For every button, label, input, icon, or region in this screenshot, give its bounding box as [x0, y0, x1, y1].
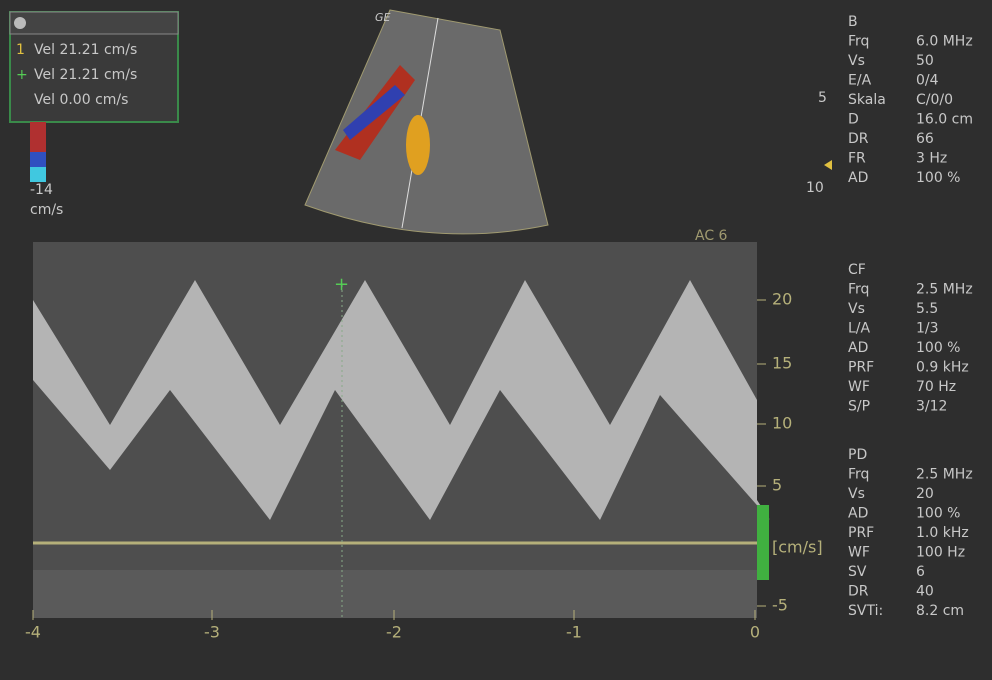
y-tick-label: -5: [772, 596, 788, 615]
param-value: C/0/0: [916, 92, 953, 108]
param-label: DR: [848, 131, 869, 147]
param-value: 3 Hz: [916, 151, 947, 167]
param-value: 40: [916, 584, 934, 600]
param-label: SV: [848, 564, 867, 580]
param-label: Vs: [848, 53, 865, 69]
param-label: WF: [848, 545, 870, 561]
param-label: AD: [848, 506, 868, 522]
param-label: L/A: [848, 321, 871, 337]
x-tick-label: -4: [25, 623, 41, 642]
param-label: PRF: [848, 360, 874, 376]
color-bar-cyan: [30, 167, 46, 182]
y-tick-label: 15: [772, 354, 792, 373]
param-value: 50: [916, 53, 934, 69]
param-value: 5.5: [916, 301, 938, 317]
param-value: 0.9 kHz: [916, 360, 969, 376]
param-label: Vs: [848, 486, 865, 502]
param-value: 70 Hz: [916, 379, 956, 395]
param-value: 8.2 cm: [916, 603, 964, 619]
measure-value: Vel 21.21 cm/s: [34, 42, 137, 58]
panel-title: PD: [848, 447, 867, 463]
color-bar-blue: [30, 152, 46, 167]
record-icon: [14, 17, 26, 29]
screen: -14 cm/s GE 5 10 AC 6 + [cm/s] 2015105-5…: [0, 0, 992, 680]
param-value: 6.0 MHz: [916, 34, 973, 50]
y-unit: [cm/s]: [772, 538, 823, 557]
param-label: S/P: [848, 399, 870, 415]
x-tick-label: 0: [750, 623, 760, 642]
measurements: 1 Vel 21.21 cm/s + Vel 21.21 cm/s Vel 0.00 c…: [16, 42, 137, 108]
y-tick-label: 20: [772, 290, 792, 309]
param-value: 100 Hz: [916, 545, 965, 561]
param-value: 2.5 MHz: [916, 282, 973, 298]
param-label: AD: [848, 340, 868, 356]
param-value: 0/4: [916, 73, 939, 89]
preset: AC 6: [695, 228, 728, 244]
color-scale-unit: cm/s: [30, 202, 63, 218]
x-tick-label: -3: [204, 623, 220, 642]
y-tick-label: 10: [772, 414, 792, 433]
param-value: 2.5 MHz: [916, 467, 973, 483]
param-value: 100 %: [916, 170, 960, 186]
depth-label: 10: [806, 180, 824, 196]
gain-bar: [757, 505, 769, 580]
param-label: D: [848, 112, 859, 128]
measure-marker: +: [16, 67, 28, 83]
param-label: SVTi:: [848, 603, 883, 619]
x-tick-label: -1: [566, 623, 582, 642]
y-tick-label: 5: [772, 476, 782, 495]
param-label: E/A: [848, 73, 872, 89]
param-value: 66: [916, 131, 934, 147]
panel-title: CF: [848, 262, 866, 278]
param-value: 20: [916, 486, 934, 502]
param-label: PRF: [848, 525, 874, 541]
measure-marker: +: [334, 274, 349, 295]
param-label: AD: [848, 170, 868, 186]
param-label: Frq: [848, 34, 869, 50]
depth-label: 5: [818, 90, 827, 106]
sample-gate-flow: [406, 115, 430, 175]
param-label: DR: [848, 584, 869, 600]
x-tick-label: -2: [386, 623, 402, 642]
panel-title: B: [848, 14, 858, 30]
param-label: Frq: [848, 467, 869, 483]
param-value: 3/12: [916, 399, 947, 415]
param-value: 16.0 cm: [916, 112, 973, 128]
param-value: 1.0 kHz: [916, 525, 969, 541]
measure-marker: 1: [16, 42, 25, 58]
param-label: Frq: [848, 282, 869, 298]
measure-value: Vel 0.00 cm/s: [34, 92, 128, 108]
param-value: 6: [916, 564, 925, 580]
param-label: Vs: [848, 301, 865, 317]
param-value: 100 %: [916, 340, 960, 356]
measurement-header: [10, 12, 178, 34]
param-label: Skala: [848, 92, 886, 108]
measure-value: Vel 21.21 cm/s: [34, 67, 137, 83]
param-label: WF: [848, 379, 870, 395]
color-bar-red: [30, 122, 46, 152]
param-value: 1/3: [916, 321, 939, 337]
reverse-flow-noise: [33, 570, 757, 618]
color-scale-min: -14: [30, 182, 53, 198]
brand: GE: [375, 11, 391, 24]
param-value: 100 %: [916, 506, 960, 522]
param-label: FR: [848, 151, 866, 167]
